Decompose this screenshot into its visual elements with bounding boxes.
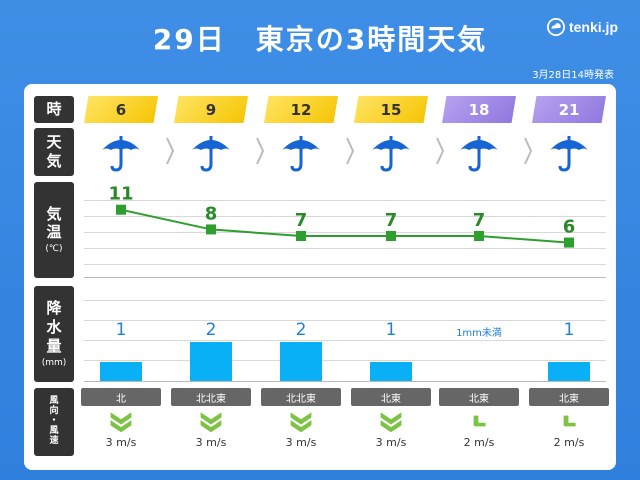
- hour-cell: 9: [174, 96, 248, 123]
- wind-arrow-icon: [439, 406, 519, 436]
- chevron-right-icon: [523, 136, 533, 166]
- hour-header-row: 6 9 12 15 18 21: [84, 96, 606, 123]
- temperature-point: [386, 231, 396, 241]
- temperature-point: [564, 237, 574, 248]
- temperature-label: 11: [108, 184, 133, 205]
- precipitation-bar: [280, 342, 322, 381]
- temperature-point: [296, 231, 306, 241]
- umbrella-icon: [96, 130, 146, 174]
- precipitation-label: 2: [205, 320, 217, 340]
- chevron-right-icon: [165, 136, 175, 166]
- precip-unit: (mm): [41, 357, 67, 368]
- precipitation-label: 2: [295, 320, 307, 340]
- precipitation-bar: [548, 361, 590, 381]
- precipitation-bar: [370, 361, 412, 381]
- temperature-label: 7: [295, 210, 308, 231]
- temperature-point: [474, 231, 484, 241]
- wind-cell: 北東 2 m/s: [529, 388, 609, 456]
- wind-direction: 北東: [351, 388, 431, 406]
- row-label-temp: 気 温 (℃): [34, 182, 74, 278]
- umbrella-icon: [544, 130, 594, 174]
- row-label-wind-char: 速: [49, 435, 59, 446]
- temperature-chart: 11 8 7 7 7 6: [108, 184, 576, 248]
- row-label-precip-char: 水: [46, 318, 62, 336]
- precipitation-bar: [190, 342, 232, 381]
- temperature-label: 8: [205, 203, 218, 224]
- temperature-label: 7: [473, 210, 486, 231]
- temperature-line: [120, 208, 570, 244]
- row-label-wind: 風 向 ・ 風 速: [34, 388, 74, 456]
- hour-cell: 12: [264, 96, 338, 123]
- wind-direction: 北北東: [171, 388, 251, 406]
- precipitation-chart: 1 2 2 1 1mm未満 1: [84, 290, 606, 382]
- row-label-time: 時: [34, 96, 74, 123]
- chevron-right-icon: [255, 136, 265, 166]
- row-label-temp-char: 気: [46, 204, 62, 223]
- precipitation-label: 1mm未満: [456, 328, 502, 339]
- wind-speed: 3 m/s: [105, 436, 137, 449]
- umbrella-icon: [276, 130, 326, 174]
- temp-unit: (℃): [45, 244, 63, 255]
- precipitation-label: 1: [385, 320, 397, 340]
- wind-arrow-icon: [529, 406, 609, 436]
- temperature-point: [206, 224, 216, 235]
- row-label-temp-char: 温: [46, 223, 62, 242]
- logo-text: tenki.jp: [568, 19, 618, 35]
- wind-speed: 3 m/s: [195, 436, 227, 449]
- temperature-label: 6: [563, 217, 576, 238]
- wind-row: 北 3 m/s 北北東 3 m/s 北北東 3 m/s 北東 3 m/s 北東 2 m/…: [81, 388, 609, 456]
- umbrella-icon: [186, 130, 236, 174]
- chevron-right-icon: [345, 136, 355, 166]
- temperature-label: 7: [385, 210, 398, 231]
- wind-cell: 北北東 3 m/s: [171, 388, 251, 456]
- hour-cell: 6: [84, 96, 158, 123]
- precipitation-label: 1: [563, 320, 575, 340]
- wind-speed: 3 m/s: [285, 436, 317, 449]
- hour-cell: 18: [442, 96, 516, 123]
- wind-arrow-icon: [261, 406, 341, 436]
- chevron-right-icon: [435, 136, 445, 166]
- weather-icon-row: [84, 126, 606, 176]
- row-label-precip: 降 水 量 (mm): [34, 286, 74, 382]
- hour-cell: 15: [354, 96, 428, 123]
- row-label-wind-char: 風: [49, 425, 59, 436]
- tenki-logo[interactable]: tenki.jp: [546, 18, 618, 36]
- row-label-weather: 天 気: [34, 128, 74, 176]
- hour-cell: 21: [532, 96, 606, 123]
- row-label-wind-char: 風: [49, 396, 59, 407]
- precipitation-bar: [100, 361, 142, 381]
- wind-direction: 北北東: [261, 388, 341, 406]
- row-label-precip-char: 降: [46, 299, 62, 318]
- umbrella-icon: [454, 130, 504, 174]
- wind-direction: 北東: [529, 388, 609, 406]
- wind-speed: 2 m/s: [553, 436, 585, 449]
- wind-cell: 北北東 3 m/s: [261, 388, 341, 456]
- wind-cell: 北 3 m/s: [81, 388, 161, 456]
- wind-cell: 北東 3 m/s: [351, 388, 431, 456]
- logo-cloud-icon: [546, 18, 565, 36]
- issued-time: 3月28日14時発表: [532, 70, 614, 81]
- umbrella-icon: [366, 130, 416, 174]
- row-label-wind-char: ・: [49, 416, 59, 427]
- wind-speed: 2 m/s: [463, 436, 495, 449]
- wind-arrow-icon: [351, 406, 431, 436]
- row-label-wind-char: 向: [49, 406, 59, 417]
- wind-cell: 北東 2 m/s: [439, 388, 519, 456]
- wind-arrow-icon: [81, 406, 161, 436]
- wind-speed: 3 m/s: [375, 436, 407, 449]
- row-label-weather-char: 天: [46, 133, 62, 152]
- wind-direction: 北東: [439, 388, 519, 406]
- row-label-weather-char: 気: [46, 152, 62, 170]
- wind-direction: 北: [81, 388, 161, 406]
- page-title: 29日 東京の3時間天気: [152, 23, 488, 56]
- temperature-point: [116, 204, 126, 215]
- row-label-precip-char: 量: [46, 336, 62, 355]
- precipitation-label: 1: [115, 320, 127, 340]
- wind-arrow-icon: [171, 406, 251, 436]
- row-label-time-text: 時: [46, 100, 62, 119]
